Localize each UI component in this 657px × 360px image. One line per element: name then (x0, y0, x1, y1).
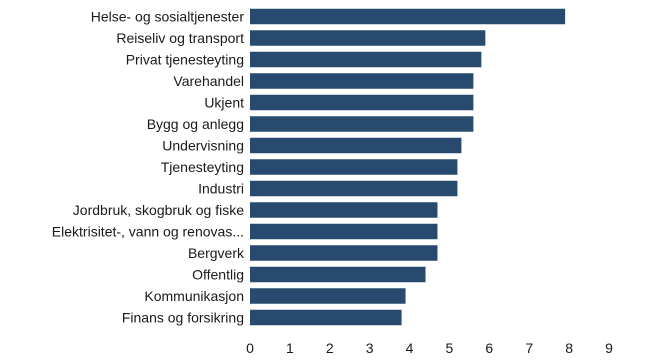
bar (250, 245, 438, 261)
category-label: Industri (198, 181, 244, 197)
category-label: Finans og forsikring (122, 310, 244, 326)
category-label: Jordbruk, skogbruk og fiske (73, 202, 244, 218)
bar-group (250, 8, 566, 326)
bar (250, 116, 474, 132)
x-tick-label: 9 (605, 340, 613, 355)
category-label: Bergverk (188, 245, 245, 261)
bar (250, 30, 486, 46)
category-label: Varehandel (173, 73, 244, 89)
bar (250, 288, 406, 304)
x-tick-label: 2 (326, 340, 334, 355)
category-label: Privat tjenesteyting (126, 52, 244, 68)
x-tick-label: 3 (366, 340, 374, 355)
x-tick-label: 7 (525, 340, 533, 355)
category-label: Bygg og anlegg (147, 116, 244, 132)
bar (250, 180, 458, 197)
bar (250, 94, 474, 111)
bar (250, 73, 474, 89)
bar (250, 51, 482, 68)
x-tick-label: 8 (565, 340, 573, 355)
category-labels: Helse- og sosialtjenester Reiseliv og tra… (52, 9, 245, 326)
bar (250, 159, 458, 175)
x-tick-label: 0 (246, 340, 254, 355)
x-tick-label: 1 (286, 340, 294, 355)
category-label: Tjenesteyting (161, 159, 244, 175)
bar (250, 266, 426, 283)
category-label: Kommunikasjon (144, 288, 244, 304)
bar (250, 137, 462, 154)
category-label: Offentlig (192, 267, 244, 283)
x-tick-label: 6 (485, 340, 493, 355)
x-tick-label: 4 (406, 340, 414, 355)
x-axis-tick-labels: 0 1 2 3 4 5 6 7 8 9 (246, 340, 613, 356)
bar (250, 223, 438, 240)
category-label: Ukjent (204, 95, 244, 111)
category-label: Undervisning (162, 138, 244, 154)
category-label: Reiseliv og transport (116, 30, 244, 46)
category-label: Helse- og sosialtjenester (91, 9, 245, 25)
category-label: Elektrisitet-, vann og renovas... (52, 224, 244, 240)
bar (250, 309, 402, 326)
x-tick-label: 5 (446, 340, 454, 355)
bar (250, 8, 566, 25)
bar (250, 202, 438, 218)
